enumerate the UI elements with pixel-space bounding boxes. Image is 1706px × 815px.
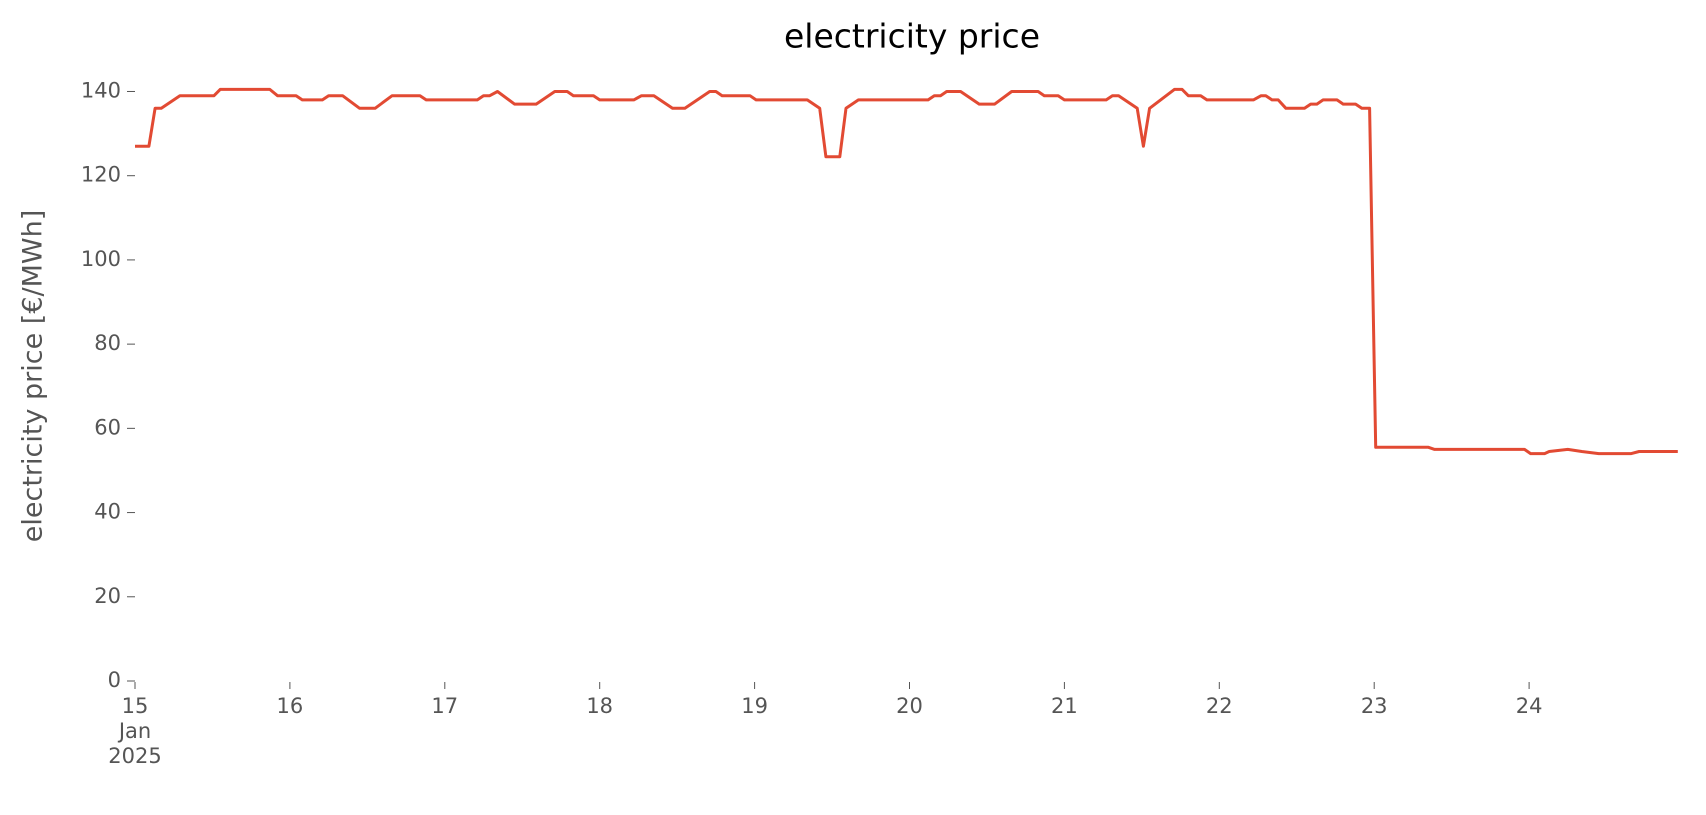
y-tick-label: 120 [81,163,121,187]
y-axis-label: electricity price [€/MWh] [18,210,49,542]
y-tick-label: 40 [94,500,121,524]
line [135,87,1678,456]
x-tick-label: 19 [741,694,768,718]
x-tick-label: 15 Jan 2025 [108,694,162,768]
x-tick-label: 17 [431,694,459,718]
chart-title: electricity price [784,17,1040,56]
y-tick-label: 60 [94,415,121,439]
x-tick-label: 20 [896,694,923,718]
y-tick-label: 80 [94,331,121,355]
x-tick-label: 22 [1205,694,1233,718]
y-tick-label: 20 [94,584,121,608]
y-tick-label: 140 [81,78,121,102]
x-tick-label: 23 [1360,694,1388,718]
x-tick-label: 16 [276,694,304,718]
y-tick-label: 100 [81,247,121,271]
x-tick-label: 21 [1051,694,1078,718]
x-tick-label: 18 [586,694,614,718]
x-tick-label: 24 [1515,694,1543,718]
y-tick-label: 0 [108,668,121,692]
